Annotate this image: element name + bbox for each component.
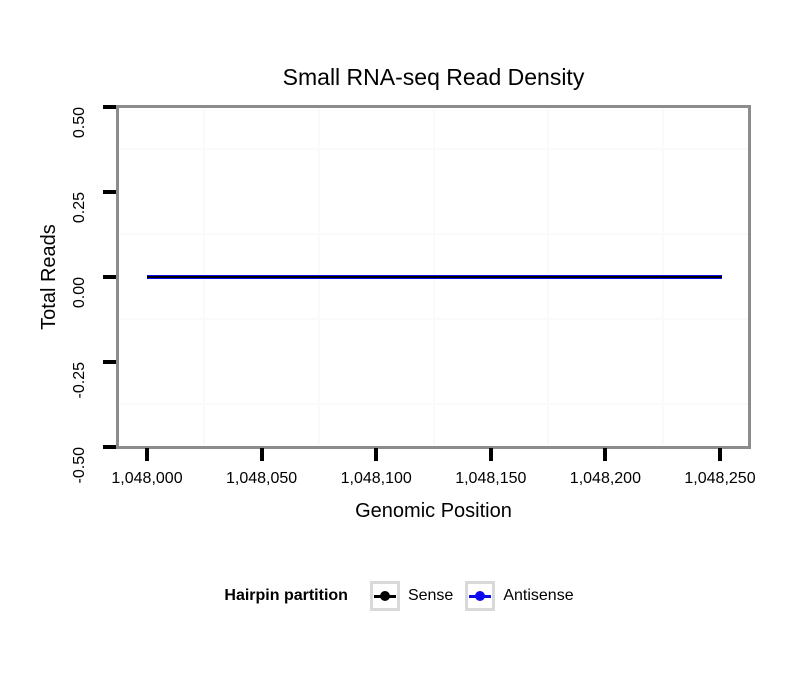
x-tick bbox=[718, 448, 722, 461]
sense-key-dot bbox=[379, 591, 390, 601]
x-tick bbox=[145, 448, 149, 461]
y-tick-label: 0.25 bbox=[71, 191, 88, 223]
minor-gridline-horizontal bbox=[119, 403, 748, 405]
y-tick bbox=[103, 444, 116, 449]
x-tick-label: 1,048,050 bbox=[226, 470, 298, 487]
x-tick bbox=[488, 448, 493, 461]
y-tick bbox=[103, 274, 116, 279]
y-tick-label: 0.50 bbox=[71, 106, 88, 138]
x-tick-label: 1,048,250 bbox=[684, 470, 756, 487]
x-tick-label: 1,048,000 bbox=[111, 470, 183, 487]
antisense-key-icon bbox=[465, 581, 496, 611]
minor-gridline-horizontal bbox=[119, 148, 748, 150]
x-tick-label: 1,048,100 bbox=[340, 470, 412, 487]
y-tick-label: 0.00 bbox=[71, 276, 88, 308]
minor-gridline-horizontal bbox=[119, 233, 748, 235]
legend: Hairpin partition Sense Antisense bbox=[0, 581, 810, 611]
legend-item-antisense: Antisense bbox=[465, 581, 574, 611]
y-tick bbox=[103, 104, 116, 109]
x-tick bbox=[259, 448, 264, 461]
antisense-key-dot bbox=[475, 591, 486, 601]
legend-label-sense: Sense bbox=[407, 587, 454, 604]
y-tick-label: -0.25 bbox=[71, 361, 88, 398]
y-tick-label: -0.50 bbox=[71, 446, 88, 483]
y-axis-title: Total Reads bbox=[38, 224, 60, 330]
minor-gridline-horizontal bbox=[119, 318, 748, 320]
legend-label-antisense: Antisense bbox=[503, 587, 574, 604]
x-tick-label: 1,048,200 bbox=[569, 470, 641, 487]
sense-key-icon bbox=[369, 581, 400, 611]
y-tick bbox=[103, 359, 116, 364]
legend-item-sense: Sense bbox=[369, 581, 454, 611]
series-line-sense bbox=[147, 275, 723, 278]
legend-title: Hairpin partition bbox=[224, 587, 348, 604]
y-tick bbox=[103, 189, 116, 194]
x-tick-label: 1,048,150 bbox=[455, 470, 527, 487]
x-tick bbox=[374, 448, 379, 461]
chart-title: Small RNA-seq Read Density bbox=[282, 64, 585, 90]
x-axis-title: Genomic Position bbox=[355, 500, 512, 522]
x-tick bbox=[603, 448, 608, 461]
